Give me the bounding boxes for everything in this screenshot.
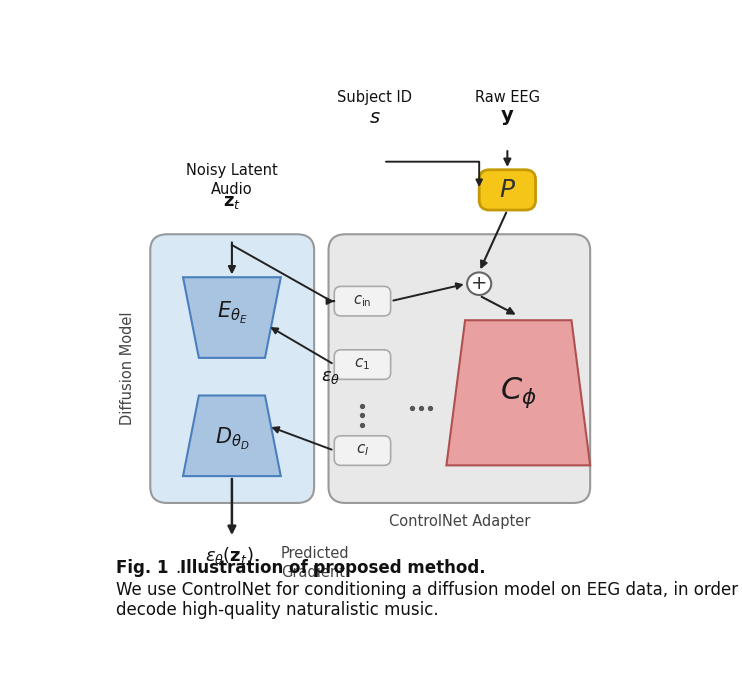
Text: $c_I$: $c_I$ [356, 443, 369, 459]
Text: Noisy Latent
Audio: Noisy Latent Audio [186, 163, 278, 197]
Text: Illustration of proposed method.: Illustration of proposed method. [180, 559, 486, 577]
Text: $\mathbf{z}_t$: $\mathbf{z}_t$ [223, 193, 241, 211]
Polygon shape [183, 396, 280, 476]
Text: +: + [471, 274, 487, 292]
Text: Fig. 1: Fig. 1 [116, 559, 168, 577]
Text: Subject ID: Subject ID [337, 90, 412, 105]
Text: $\mathit{s}$: $\mathit{s}$ [369, 107, 381, 127]
FancyBboxPatch shape [335, 350, 390, 380]
FancyBboxPatch shape [329, 235, 590, 503]
Polygon shape [447, 320, 590, 466]
Text: $c_\mathrm{in}$: $c_\mathrm{in}$ [353, 293, 372, 309]
Text: $E_{\theta_E}$: $E_{\theta_E}$ [217, 300, 247, 327]
Text: decode high-quality naturalistic music.: decode high-quality naturalistic music. [116, 602, 439, 619]
Text: $\epsilon_\theta$: $\epsilon_\theta$ [321, 368, 341, 386]
FancyBboxPatch shape [335, 286, 390, 316]
Text: $\mathbf{y}$: $\mathbf{y}$ [500, 107, 514, 127]
FancyBboxPatch shape [150, 235, 314, 503]
Text: Raw EEG: Raw EEG [475, 90, 540, 105]
Polygon shape [183, 277, 280, 358]
Text: $c_1$: $c_1$ [355, 357, 370, 373]
Text: $D_{\theta_D}$: $D_{\theta_D}$ [214, 425, 249, 452]
Text: $C_\phi$: $C_\phi$ [500, 376, 536, 410]
Circle shape [467, 272, 491, 295]
FancyBboxPatch shape [335, 436, 390, 466]
Text: Diffusion Model: Diffusion Model [119, 312, 135, 425]
Text: .: . [176, 559, 187, 577]
Text: We use ControlNet for conditioning a diffusion model on EEG data, in order to: We use ControlNet for conditioning a dif… [116, 581, 742, 599]
Text: ControlNet Adapter: ControlNet Adapter [389, 514, 530, 528]
FancyBboxPatch shape [479, 170, 536, 210]
Text: Predicted
Gradient: Predicted Gradient [280, 546, 349, 579]
Text: $P$: $P$ [499, 178, 516, 202]
Text: $\epsilon_\theta(\mathbf{z}_t)$: $\epsilon_\theta(\mathbf{z}_t)$ [205, 545, 253, 566]
